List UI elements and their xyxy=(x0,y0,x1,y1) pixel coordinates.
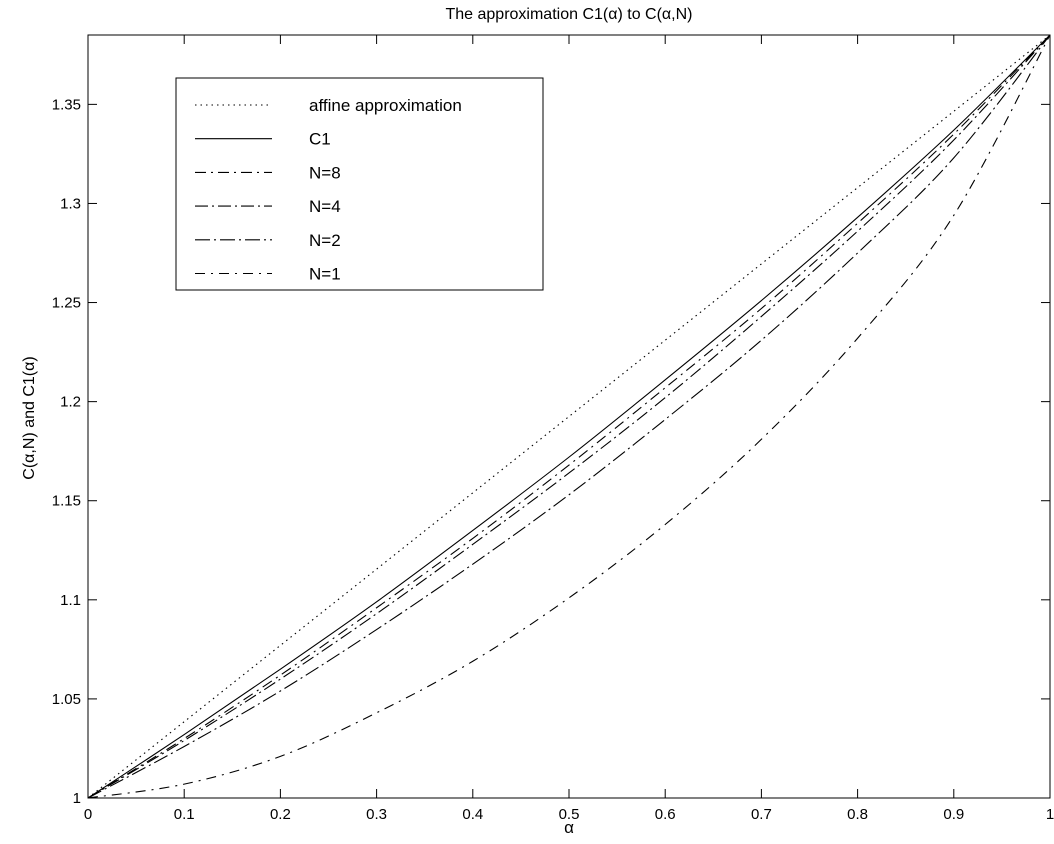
x-tick-label: 0.4 xyxy=(462,806,483,823)
series-line-n-2 xyxy=(87,34,1051,799)
legend-label-c1: C1 xyxy=(309,130,331,149)
tick-group: 0 0.1 0.2 0.3 0.4 0.5 0.6 0.7 0.8 0.9 1 1 1.05 1.1 1.1… xyxy=(52,35,1054,823)
x-tick-label: 1 xyxy=(1046,806,1054,823)
x-tick-label: 0.8 xyxy=(847,806,868,823)
legend-box xyxy=(175,77,544,291)
y-tick-label: 1 xyxy=(73,790,81,807)
y-tick-label: 1.15 xyxy=(52,493,81,510)
legend-label-n-1: N=1 xyxy=(309,265,341,284)
legend-label-affine-approximation: affine approximation xyxy=(309,96,462,115)
x-tick-label: 0.5 xyxy=(559,806,580,823)
x-tick-label: 0 xyxy=(84,806,92,823)
series-line-n-1 xyxy=(87,34,1051,799)
y-tick-label: 1.2 xyxy=(60,394,81,411)
legend: affine approximation C1 N=8 N=4 N=2 N=1 xyxy=(175,77,544,291)
x-tick-label: 0.9 xyxy=(943,806,964,823)
x-tick-label: 0.6 xyxy=(655,806,676,823)
y-tick-label: 1.35 xyxy=(52,96,81,113)
x-tick-label: 0.3 xyxy=(366,806,387,823)
legend-label-n-8: N=8 xyxy=(309,163,341,182)
series-group xyxy=(87,34,1051,799)
x-tick-label: 0.2 xyxy=(270,806,291,823)
legend-label-n-2: N=2 xyxy=(309,231,341,250)
x-tick-label: 0.1 xyxy=(174,806,195,823)
y-axis-label: C(α,N) and C1(α) xyxy=(21,356,38,480)
y-tick-label: 1.25 xyxy=(52,295,81,312)
y-tick-label: 1.05 xyxy=(52,691,81,708)
legend-label-n-4: N=4 xyxy=(309,197,341,216)
series-line-c1 xyxy=(87,34,1051,799)
chart-title: The approximation C1(α) to C(α,N) xyxy=(445,6,693,23)
y-tick-label: 1.1 xyxy=(60,592,81,609)
x-axis-label: α xyxy=(564,818,574,837)
y-tick-label: 1.3 xyxy=(60,195,81,212)
series-line-n-4 xyxy=(87,34,1051,799)
x-tick-label: 0.7 xyxy=(751,806,772,823)
series-line-n-8 xyxy=(87,34,1051,799)
